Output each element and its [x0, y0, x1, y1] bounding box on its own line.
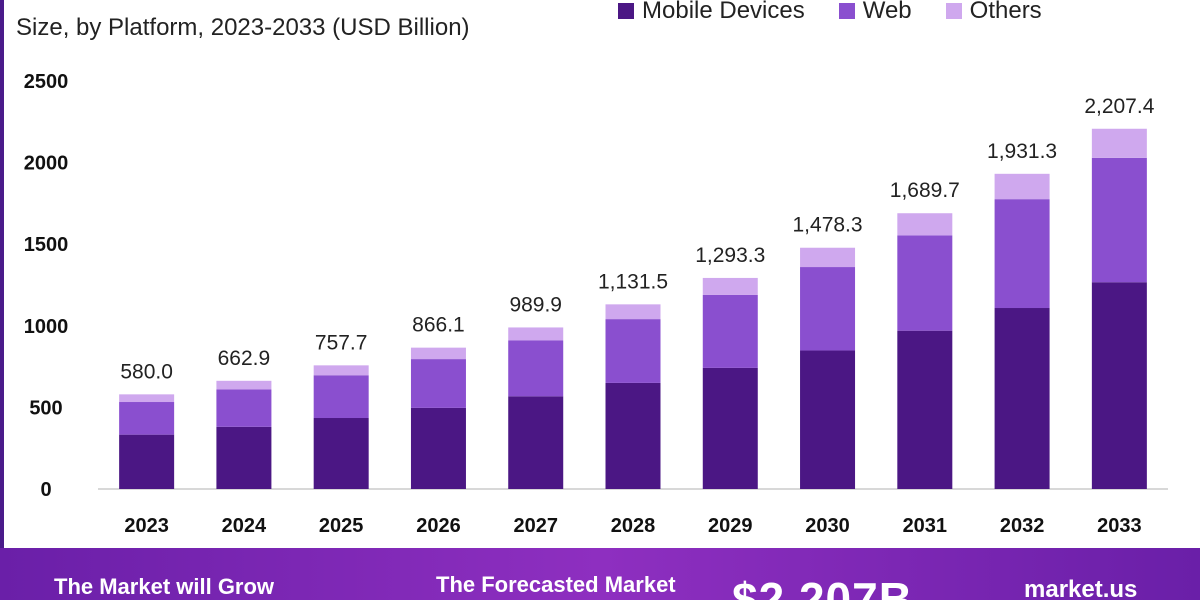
total-value-label: 757.7 — [315, 331, 368, 354]
bar-segment-others — [410, 347, 466, 360]
total-value-label: 1,689.7 — [890, 179, 960, 202]
bar-segment-others — [702, 277, 758, 295]
bar-segment-others — [508, 327, 564, 341]
x-tick-label: 2028 — [611, 515, 656, 537]
y-tick-label: 2000 — [24, 153, 69, 175]
x-tick-label: 2023 — [124, 515, 169, 537]
bar-segment-mobile — [800, 350, 856, 489]
bar-segment-mobile — [119, 434, 175, 489]
legend-label-mobile: Mobile Devices — [642, 0, 805, 24]
x-tick-label: 2024 — [222, 515, 267, 537]
bar-segment-web — [119, 402, 175, 435]
total-value-label: 662.9 — [218, 347, 271, 370]
legend-item-others: Others — [945, 0, 1042, 25]
total-value-label: 866.1 — [412, 314, 465, 337]
legend-item-web: Web — [838, 0, 912, 25]
y-tick-label: 1000 — [24, 316, 69, 338]
x-tick-label: 2030 — [805, 515, 850, 537]
legend-swatch-web — [838, 3, 855, 19]
x-tick-label: 2029 — [708, 515, 753, 537]
bar-segment-mobile — [605, 382, 661, 489]
x-tick-label: 2031 — [903, 515, 948, 537]
total-value-label: 2,207.4 — [1084, 95, 1154, 118]
bar-segment-web — [216, 389, 272, 427]
x-tick-label: 2032 — [1000, 515, 1045, 537]
legend-label-web: Web — [862, 0, 912, 24]
bar-segment-others — [800, 247, 856, 268]
bar-segment-others — [313, 365, 369, 376]
total-value-label: 580.0 — [120, 360, 173, 383]
y-tick-label: 1500 — [24, 234, 69, 256]
bar-segment-web — [313, 375, 369, 419]
y-tick-label: 500 — [29, 397, 62, 419]
x-tick-label: 2026 — [416, 515, 461, 537]
footer-banner: The Market will Grow The Forecasted Mark… — [0, 548, 1200, 600]
footer-big-value: $2,207B — [732, 573, 913, 600]
bar-chart: 0 500 1000 1500 2000 2500 580.0 2023 662.9 2024 75… — [24, 71, 1168, 537]
footer-forecast-text: The Forecasted Market — [436, 572, 676, 597]
bar-segment-mobile — [313, 418, 369, 489]
legend-label-others: Others — [969, 0, 1042, 24]
bar-segment-others — [994, 173, 1050, 200]
bar-segment-mobile — [994, 308, 1050, 489]
bar-segment-web — [605, 319, 661, 383]
legend: Mobile Devices Web Others — [618, 0, 1076, 26]
bar-segment-mobile — [1091, 282, 1147, 489]
total-value-label: 989.9 — [509, 293, 562, 316]
y-tick-label: 0 — [40, 479, 51, 501]
footer-logo: market.us — [1024, 576, 1138, 600]
bar-segment-others — [897, 213, 953, 236]
bar-segment-mobile — [897, 330, 953, 489]
total-value-label: 1,293.3 — [695, 244, 765, 267]
bar-segment-web — [410, 359, 466, 408]
bar-segment-web — [702, 294, 758, 368]
bar-segment-others — [605, 304, 661, 320]
footer-grow-text: The Market will Grow — [54, 574, 275, 599]
bar-segment-web — [508, 340, 564, 397]
total-value-label: 1,478.3 — [793, 214, 863, 237]
legend-item-mobile: Mobile Devices — [618, 0, 805, 25]
legend-swatch-mobile — [618, 3, 634, 19]
bar-segment-others — [1091, 128, 1147, 158]
bar-segment-mobile — [702, 367, 758, 489]
x-tick-label: 2027 — [513, 515, 558, 537]
x-tick-label: 2025 — [319, 515, 364, 537]
bar-segment-web — [800, 267, 856, 351]
x-tick-label: 2033 — [1097, 515, 1142, 537]
bar-segment-mobile — [216, 426, 272, 489]
bar-segment-mobile — [410, 407, 466, 489]
bar-segment-mobile — [508, 396, 564, 489]
accent-bar — [0, 0, 4, 548]
total-value-label: 1,931.3 — [987, 140, 1057, 163]
bar-segment-web — [1091, 157, 1147, 283]
chart-subtitle: Size, by Platform, 2023-2033 (USD Billio… — [16, 14, 470, 41]
y-tick-label: 2500 — [24, 71, 69, 93]
total-value-label: 1,131.5 — [598, 270, 668, 293]
bar-segment-others — [216, 380, 272, 390]
bar-segment-web — [994, 199, 1050, 309]
bar-segment-others — [119, 394, 175, 403]
legend-swatch-others — [945, 3, 962, 19]
bar-segment-web — [897, 235, 953, 331]
